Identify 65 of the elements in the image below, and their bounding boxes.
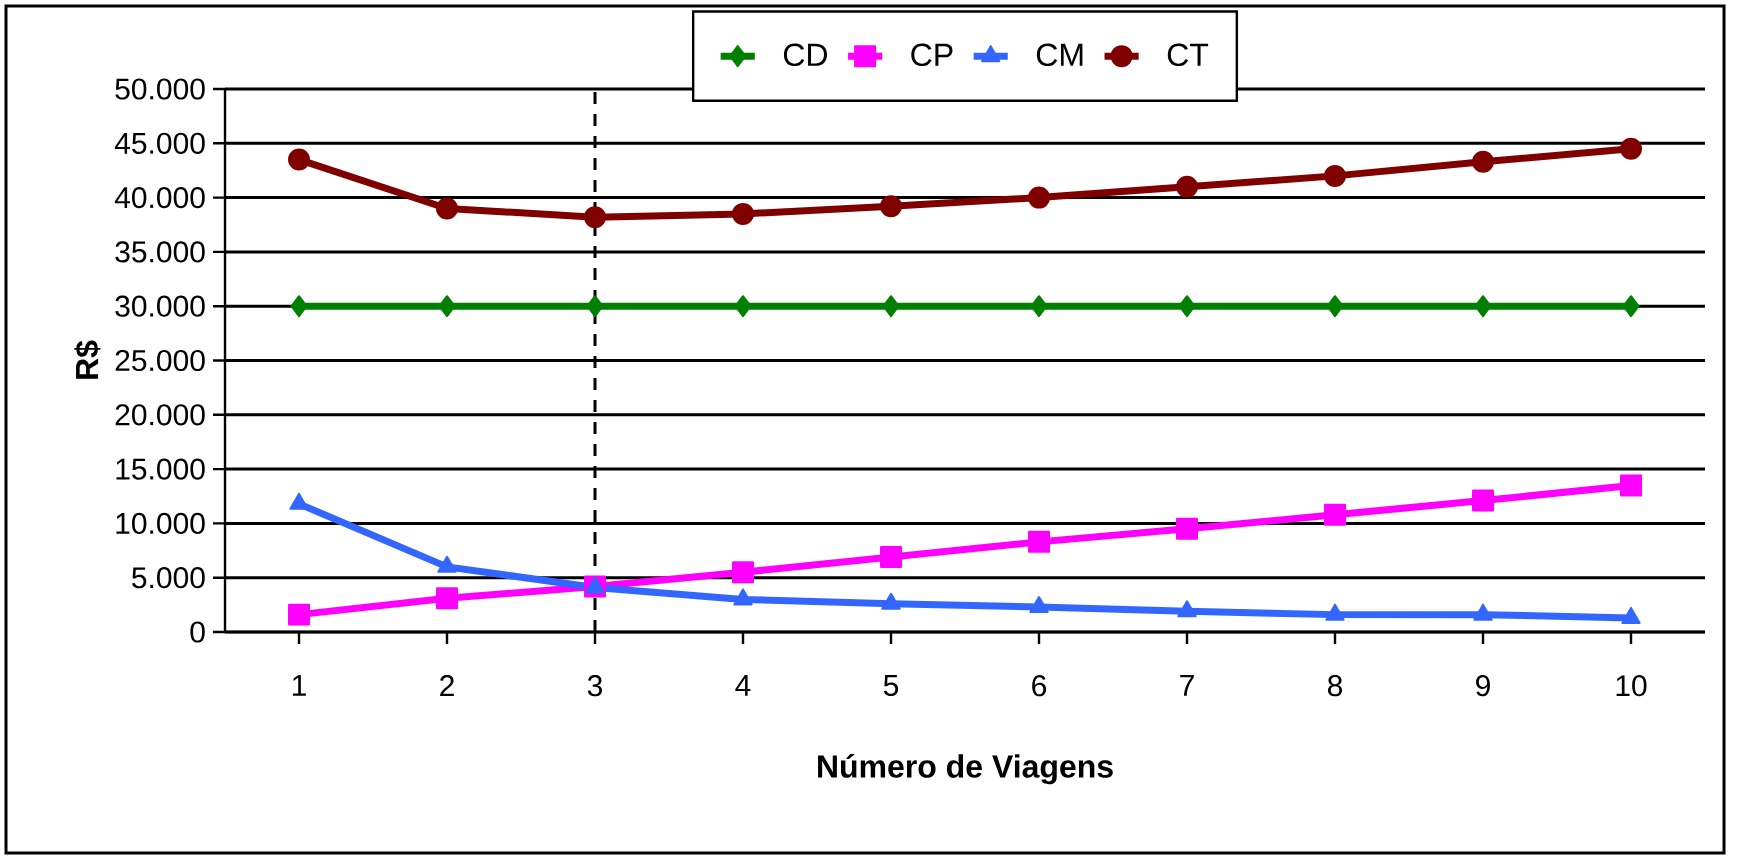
- point: [1474, 295, 1492, 318]
- point: [1177, 600, 1197, 618]
- y-tick-label: 40.000: [114, 186, 205, 209]
- point: [289, 492, 309, 510]
- point: [288, 148, 311, 171]
- x-axis-title: Número de Viagens: [818, 754, 1113, 785]
- point: [882, 295, 900, 318]
- point: [586, 295, 604, 318]
- y-tick-label: 20.000: [115, 404, 205, 426]
- y-tick-label: 25.000: [115, 349, 205, 372]
- y-tick-label: 35.000: [115, 241, 205, 263]
- x-tick-label: 6: [1032, 675, 1047, 697]
- point: [732, 561, 755, 584]
- point: [1473, 603, 1493, 621]
- point: [1324, 503, 1347, 526]
- y-tick-label: 5.000: [132, 567, 205, 589]
- point: [438, 295, 456, 318]
- point: [732, 202, 755, 225]
- x-tick-label: 8: [1327, 675, 1343, 697]
- point: [584, 206, 607, 229]
- point: [437, 555, 457, 573]
- y-tick-label: 0: [190, 621, 205, 643]
- y-tick-label: 30.000: [115, 295, 205, 317]
- x-tick-label: 3: [587, 675, 603, 697]
- point: [1472, 489, 1495, 512]
- point: [1621, 606, 1641, 624]
- point: [1028, 530, 1051, 553]
- point: [881, 592, 901, 610]
- y-axis-title: R$: [74, 340, 101, 379]
- point: [1030, 295, 1048, 318]
- point: [1176, 517, 1199, 540]
- point: [1622, 295, 1640, 318]
- point: [1324, 164, 1347, 187]
- point: [1176, 175, 1199, 198]
- point: [1472, 150, 1495, 173]
- y-tick-label: 50.000: [115, 78, 205, 100]
- legend-label: CT: [1167, 43, 1209, 67]
- legend-label: CP: [911, 43, 953, 67]
- point: [734, 295, 752, 318]
- point: [880, 546, 903, 569]
- point: [288, 603, 311, 626]
- point: [1029, 596, 1049, 614]
- point: [1326, 295, 1344, 318]
- x-tick-label: 1: [292, 675, 306, 696]
- x-tick-label: 4: [735, 675, 751, 696]
- point: [436, 587, 459, 610]
- point: [1028, 186, 1051, 209]
- point: [733, 588, 753, 606]
- y-tick-label: 15.000: [116, 458, 205, 480]
- point: [436, 197, 459, 220]
- point: [880, 195, 903, 218]
- y-tick-label: 10.000: [116, 512, 205, 535]
- point: [1620, 474, 1643, 497]
- point: [290, 295, 308, 318]
- x-tick-label: 2: [440, 675, 454, 697]
- legend-label: CD: [783, 43, 827, 67]
- point: [1620, 137, 1643, 160]
- y-tick-label: 45.000: [114, 132, 205, 154]
- x-tick-label: 7: [1180, 675, 1194, 696]
- x-tick-label: 5: [883, 675, 899, 696]
- legend-label: CM: [1036, 43, 1083, 67]
- x-tick-label: 9: [1476, 675, 1490, 697]
- x-tick-label: 10: [1616, 675, 1647, 697]
- point: [1325, 603, 1345, 621]
- point: [1178, 295, 1196, 318]
